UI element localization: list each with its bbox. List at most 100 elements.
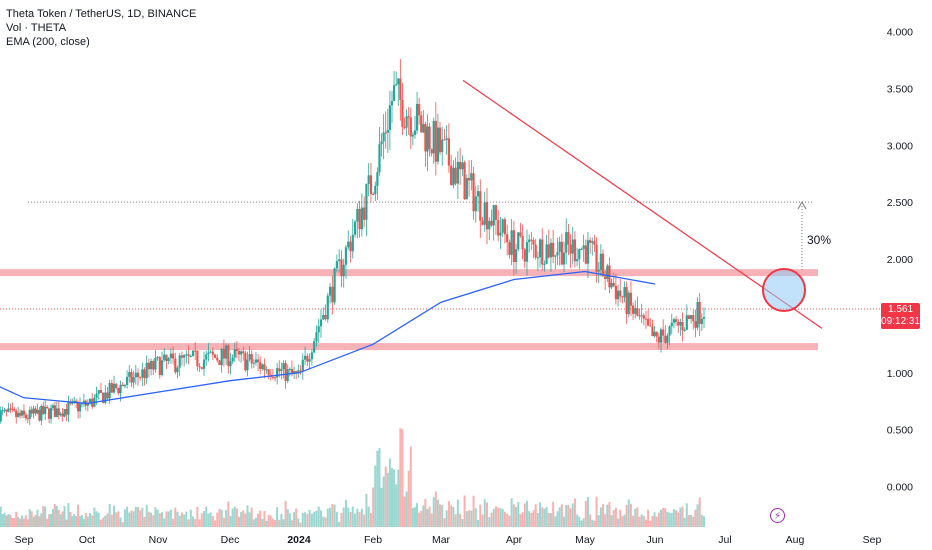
candle-body [26,418,29,420]
volume-bar [158,513,161,527]
ema-indicator-label[interactable]: EMA (200, close) [6,36,90,48]
candle-body [242,351,245,354]
volume-bar [602,504,604,527]
volume-bar [634,508,637,527]
candle-body [299,370,302,372]
volume-bar [290,520,293,527]
candle-body [481,220,484,225]
candle-body [1,410,4,412]
candle-body [185,354,188,356]
volume-bar [556,511,559,527]
volume-bar [512,504,515,527]
candle-body [22,410,26,415]
candle-body [541,239,544,265]
candle-body [263,364,266,370]
y-tick-label: 3.000 [887,140,913,152]
volume-bar [530,512,533,527]
candle-body [229,361,232,367]
volume-bar [30,511,33,527]
volume-bar [576,514,579,527]
candle-body [104,392,107,403]
candle-body [102,392,105,403]
volume-bar [183,514,186,527]
candle-body [573,239,577,262]
candle-body [278,368,281,372]
candle-body [123,384,127,387]
candle-body [376,172,379,186]
volume-bar [523,503,526,527]
volume-bar [349,511,352,527]
candle-body [209,351,212,353]
candle-body [698,301,701,324]
volume-bar [662,507,665,527]
volume-bar [261,518,264,527]
volume-bar [274,520,277,527]
volume-bar [610,515,613,527]
candle-body [248,354,251,360]
volume-bar [139,510,142,527]
volume-bar [84,513,87,527]
candle-body [662,329,665,336]
candle-body [160,360,164,375]
candle-body [483,202,486,225]
volume-bar [428,506,431,527]
volume-bar [647,509,650,527]
volume-bar [340,512,343,527]
volume-bar [123,509,126,527]
volume-bar [547,512,550,527]
candle-body [134,372,137,378]
volume-bar [7,514,10,527]
volume-bar [269,515,272,527]
volume-bar [75,515,78,527]
lightning-icon[interactable]: ⚡ [770,508,785,523]
volume-bar [672,509,675,527]
volume-bar [640,514,643,527]
volume-bar [42,505,45,527]
candle-body [194,350,197,352]
candle-body [207,352,210,355]
volume-bar [614,507,617,527]
candle-body [353,221,357,235]
volume-bar [59,514,62,527]
volume-bar [399,428,402,527]
candle-body [273,377,277,379]
volume-bar [117,511,120,527]
candle-body [40,405,43,421]
candle-body [399,78,402,100]
volume-bar [405,491,408,527]
volume-bar [145,504,148,527]
volume-bar [549,513,552,527]
volume-bar [331,504,334,527]
volume-bar [250,507,253,527]
candle-body [176,367,179,373]
volume-bar [470,510,473,527]
candle-body [69,402,72,404]
candle-body [191,350,195,356]
candle-body [171,353,175,359]
highlight-circle [762,268,806,312]
candle-body [595,244,598,272]
volume-bar [521,512,524,527]
volume-bar [664,508,667,527]
volume-bar [539,502,542,527]
candle-body [36,409,39,414]
x-tick-label: Mar [432,534,451,546]
candle-body [267,369,270,375]
candle-body [292,371,296,374]
candle-body [360,207,363,230]
volume-bar [452,506,455,527]
candle-body [456,161,459,184]
volume-bar [456,499,459,527]
candle-body [156,357,159,359]
symbol-label[interactable]: Theta Token / TetherUS, 1D, BINANCE [6,8,197,20]
volume-indicator-label[interactable]: Vol · THETA [6,22,67,34]
volume-bar [675,510,678,527]
volume-bar [242,510,245,527]
candle-body [369,175,373,194]
downtrend-line [462,79,823,329]
volume-bar [698,497,701,527]
volume-bar [308,509,311,527]
volume-bar [679,507,682,527]
volume-bar [28,509,31,527]
